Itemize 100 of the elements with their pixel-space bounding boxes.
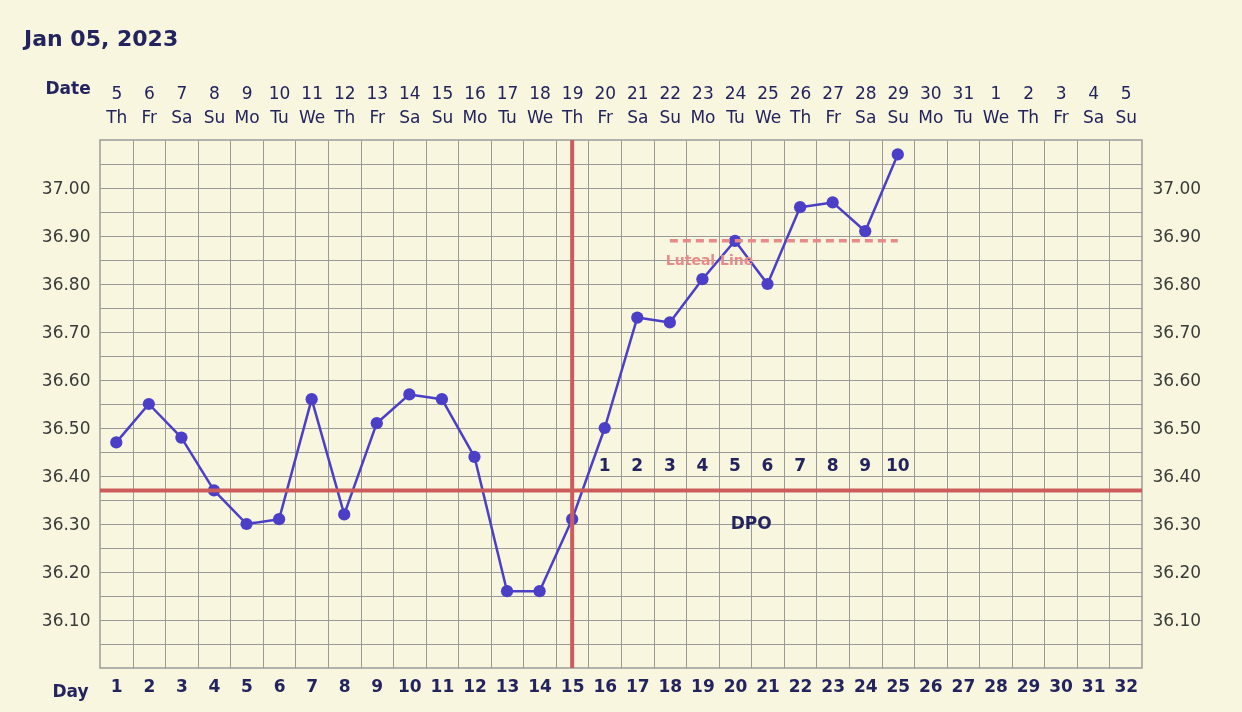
- y2-tick-label: 37.00: [1152, 177, 1202, 198]
- x2-tick-label: 30 Mo: [918, 82, 944, 127]
- x2-tick-label: 7 Sa: [171, 82, 193, 127]
- annotation: 5: [729, 455, 741, 476]
- x2-tick-label: 18 We: [526, 82, 554, 127]
- x-tick-label: 15: [560, 675, 585, 696]
- x-tick-label: 10: [398, 675, 422, 696]
- annotation: 10: [885, 455, 910, 476]
- x2-tick-label: 15 Su: [431, 82, 454, 127]
- point: [370, 417, 383, 430]
- x-tick-label: 23: [821, 675, 845, 696]
- point: [859, 225, 872, 238]
- x-tick-label: 21: [756, 675, 780, 696]
- annotation: 2: [631, 455, 644, 476]
- x2-tick-label: 13 Fr: [366, 82, 389, 127]
- y-tick-label: 36.50: [41, 417, 91, 438]
- x-tick-label: 12: [463, 675, 487, 696]
- point: [891, 148, 904, 161]
- x2-tick-label: 11 We: [299, 82, 326, 127]
- y-tick-label: 36.80: [41, 273, 91, 294]
- x-tick-label: 24: [853, 675, 878, 696]
- y2-tick-label: 36.40: [1152, 465, 1202, 486]
- x2-tick-label: 5 Su: [1115, 82, 1138, 127]
- x2-tick-label: 2 Th: [1016, 82, 1040, 127]
- point: [500, 585, 514, 598]
- x2-tick-label: 22 Su: [659, 82, 682, 127]
- y2-tick-label: 36.60: [1152, 369, 1202, 390]
- y-tick-label: 36.30: [41, 513, 91, 534]
- x-tick-label: 32: [1114, 675, 1139, 696]
- point: [793, 201, 807, 214]
- x2-tick-label: 23 Mo: [690, 82, 716, 127]
- x-tick-label: 4: [208, 675, 221, 696]
- x-tick-label: 6: [273, 675, 286, 696]
- point: [272, 513, 286, 526]
- x-tick-label: 17: [625, 675, 650, 696]
- point: [110, 436, 123, 449]
- y2-tick-label: 36.10: [1152, 609, 1202, 630]
- point: [598, 421, 611, 435]
- x-tick-label: 31: [1081, 675, 1106, 696]
- x2-tick-label: 14 Sa: [399, 82, 421, 127]
- x-tick-label: 13: [495, 675, 520, 696]
- point: [435, 393, 449, 406]
- y2-tick-label: 36.90: [1152, 225, 1202, 246]
- x-tick-label: 20: [723, 675, 748, 696]
- annotation: 4: [696, 455, 709, 476]
- y-tick-label: 36.10: [41, 609, 91, 630]
- annotation: 7: [794, 455, 807, 476]
- x2-tick-label: 17 Tu: [496, 82, 519, 127]
- y-tick-label: 36.90: [41, 225, 91, 246]
- x-tick-label: 2: [143, 675, 156, 696]
- point: [761, 277, 774, 291]
- x-tick-label: 28: [984, 675, 1008, 696]
- point: [338, 508, 351, 521]
- annotation: 3: [663, 455, 676, 476]
- x2-tick-label: 16 Mo: [462, 82, 488, 127]
- x2-tick-label: 21 Sa: [626, 82, 649, 127]
- x2-tick-label: 8 Su: [203, 82, 226, 127]
- x2-tick-label: 29 Su: [887, 82, 910, 127]
- x2-tick-label: 24 Tu: [724, 82, 747, 127]
- x-tick-label: 1: [110, 675, 123, 696]
- x2-tick-label: 20 Fr: [594, 82, 617, 127]
- y-tick-label: 36.60: [41, 369, 91, 390]
- y-tick-label: 36.40: [41, 465, 91, 486]
- x2-tick-label: 9 Mo: [234, 82, 260, 127]
- x2-tick-label: 10 Tu: [268, 82, 291, 127]
- y2-tick-label: 36.50: [1152, 417, 1202, 438]
- point: [240, 517, 253, 531]
- y2-tick-label: 36.20: [1152, 561, 1202, 582]
- point: [403, 388, 416, 401]
- x2-tick-label: 25 We: [754, 82, 782, 127]
- x-tick-label: 8: [338, 675, 351, 696]
- x-tick-label: 30: [1049, 675, 1074, 696]
- x2-tick-label: 6 Fr: [141, 82, 158, 127]
- x2-tick-label: 28 Sa: [854, 82, 877, 127]
- x-tick-label: 16: [593, 675, 618, 696]
- point: [175, 431, 188, 444]
- x2-axis-title: Date: [45, 77, 91, 98]
- x2-tick-label: 12 Th: [333, 82, 356, 127]
- annotation: 8: [826, 455, 839, 476]
- x2-tick-label: 1 We: [982, 82, 1010, 127]
- x2-tick-label: 31 Tu: [952, 82, 975, 127]
- point: [468, 450, 481, 463]
- annotation: 1: [598, 455, 611, 476]
- x-tick-label: 19: [691, 675, 715, 696]
- y2-tick-label: 36.30: [1152, 513, 1202, 534]
- x-tick-label: 27: [951, 675, 976, 696]
- x2-tick-label: 5 Th: [105, 82, 128, 127]
- annotation: 9: [859, 455, 872, 476]
- annotation: DPO: [730, 513, 772, 534]
- y2-tick-label: 36.70: [1152, 321, 1202, 342]
- x-tick-label: 14: [528, 675, 553, 696]
- x2-tick-label: 3 Fr: [1053, 82, 1069, 127]
- point: [696, 273, 709, 286]
- x-tick-label: 25: [886, 675, 911, 696]
- chart-title: Jan 05, 2023: [24, 26, 179, 51]
- x-tick-label: 11: [430, 675, 455, 696]
- x-tick-label: 29: [1016, 675, 1041, 696]
- point: [826, 196, 839, 209]
- point: [663, 316, 676, 329]
- x-tick-label: 3: [175, 675, 188, 696]
